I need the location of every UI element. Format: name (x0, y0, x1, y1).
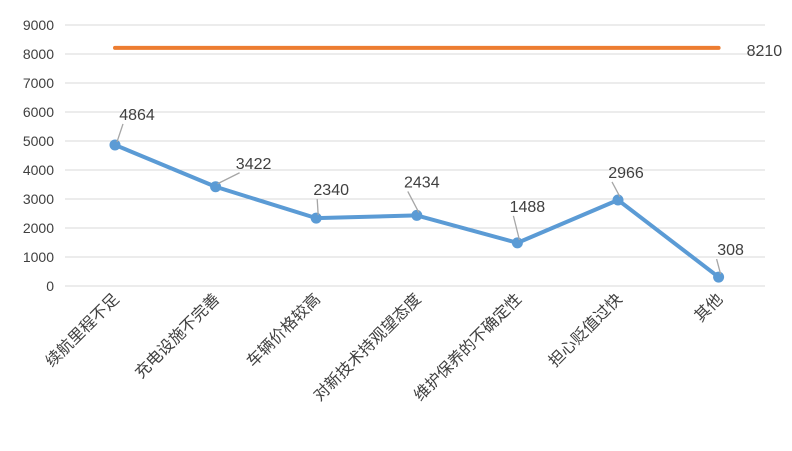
y-tick-label: 4000 (23, 162, 54, 178)
y-axis-ticks: 0 1000 2000 3000 4000 5000 6000 7000 8000 9000 (23, 17, 54, 294)
x-category-label: 充电设施不完善 (131, 289, 224, 382)
y-tick-label: 5000 (23, 133, 54, 149)
gridlines (65, 24, 765, 287)
series-layer (109, 45, 725, 283)
y-tick-label: 8000 (23, 46, 54, 62)
y-tick-label: 7000 (23, 75, 54, 91)
label-leader-line (217, 172, 240, 185)
label-leader-line (512, 215, 521, 241)
data-point (310, 212, 322, 224)
x-category-label: 维护保养的不确定性 (410, 289, 525, 404)
label-leader-line (116, 123, 124, 143)
x-category-label: 对新技术持观望态度 (309, 289, 424, 404)
y-tick-label: 3000 (23, 191, 54, 207)
data-labels: 4864 3422 2340 2434 1488 2966 308 8210 (116, 43, 783, 275)
data-label-series-2: 8210 (747, 43, 783, 60)
x-category-label: 续航里程不足 (42, 289, 123, 370)
x-category-label: 其他 (690, 289, 726, 325)
data-label: 2434 (404, 174, 440, 191)
y-tick-label: 9000 (23, 17, 54, 33)
data-point (713, 271, 725, 283)
data-point (411, 209, 423, 221)
label-leader-line (316, 199, 319, 216)
data-label: 308 (717, 242, 744, 259)
y-tick-label: 0 (46, 278, 54, 294)
y-tick-label: 1000 (23, 249, 54, 265)
data-point (511, 237, 523, 249)
x-category-label: 担心贬值过快 (545, 289, 626, 370)
y-tick-label: 6000 (23, 104, 54, 120)
data-point (612, 194, 624, 206)
data-label: 1488 (510, 199, 546, 216)
data-point (109, 139, 121, 151)
data-label: 4864 (119, 107, 155, 124)
y-tick-label: 2000 (23, 220, 54, 236)
data-label: 3422 (236, 156, 272, 173)
data-label: 2340 (313, 182, 349, 199)
label-leader-line (407, 191, 420, 213)
x-category-label: 车辆价格较高 (243, 289, 324, 370)
label-leader-line (611, 181, 621, 198)
label-leader-line (715, 258, 722, 275)
data-label: 2966 (608, 165, 644, 182)
